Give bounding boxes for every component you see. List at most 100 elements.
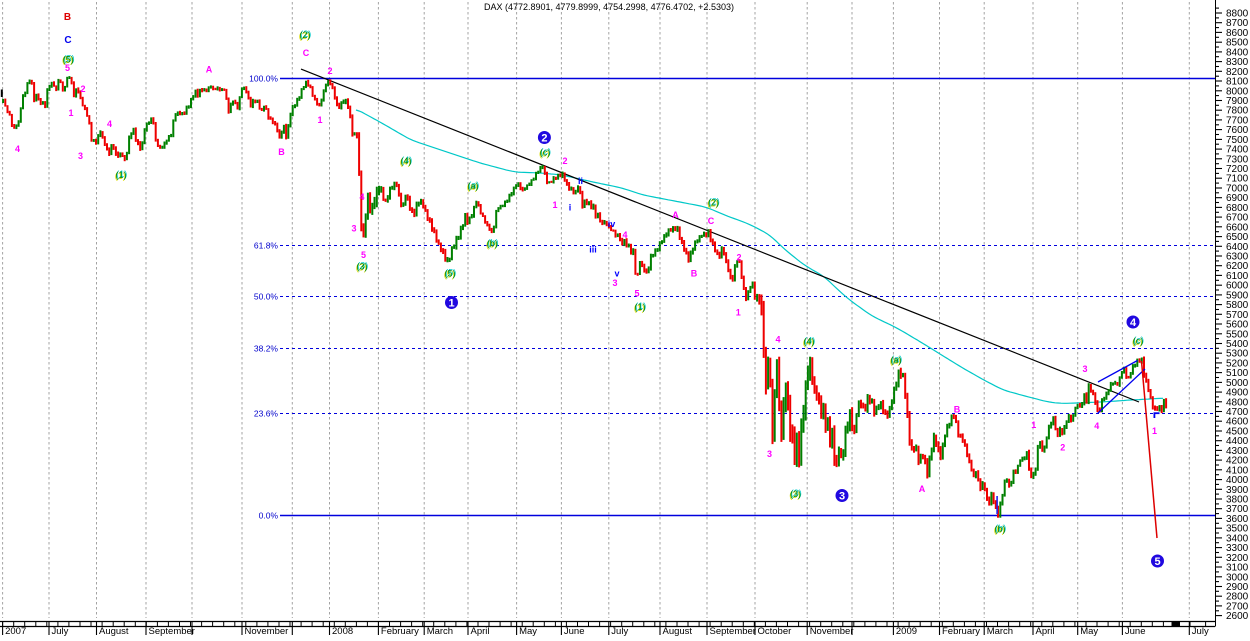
- svg-text:0.0%: 0.0%: [259, 511, 279, 521]
- svg-text:(3): (3): [357, 261, 368, 271]
- svg-text:5600: 5600: [1226, 320, 1249, 331]
- svg-text:November: November: [245, 626, 289, 636]
- svg-text:4: 4: [1130, 317, 1137, 329]
- svg-text:2008: 2008: [332, 626, 353, 636]
- svg-text:(1): (1): [635, 302, 646, 312]
- svg-text:5: 5: [1154, 556, 1160, 568]
- svg-text:8400: 8400: [1226, 47, 1249, 58]
- svg-text:4500: 4500: [1226, 427, 1249, 438]
- svg-text:(a): (a): [467, 182, 478, 192]
- svg-text:June: June: [1125, 626, 1146, 636]
- svg-text:(4): (4): [400, 157, 411, 167]
- svg-text:(1): (1): [635, 301, 646, 311]
- svg-text:3: 3: [351, 224, 356, 234]
- svg-text:7000: 7000: [1226, 184, 1249, 195]
- svg-text:(2): (2): [708, 198, 719, 208]
- svg-text:(c): (c): [1132, 337, 1143, 347]
- svg-text:8300: 8300: [1226, 57, 1249, 68]
- svg-text:(c): (c): [540, 148, 551, 158]
- svg-text:3200: 3200: [1226, 553, 1249, 564]
- svg-text:(4): (4): [401, 155, 412, 165]
- svg-text:A: A: [206, 65, 213, 75]
- svg-text:8500: 8500: [1226, 38, 1249, 49]
- svg-text:50.0%: 50.0%: [254, 292, 279, 302]
- svg-text:1: 1: [552, 200, 557, 210]
- svg-text:(b): (b): [487, 239, 498, 249]
- svg-text:5: 5: [634, 289, 639, 299]
- svg-text:8600: 8600: [1226, 28, 1249, 39]
- svg-text:4200: 4200: [1226, 456, 1249, 467]
- svg-text:(b): (b): [486, 239, 497, 249]
- svg-text:5: 5: [361, 250, 366, 260]
- svg-text:3: 3: [1082, 364, 1087, 374]
- svg-text:(5): (5): [444, 269, 455, 279]
- svg-text:(c): (c): [1133, 336, 1144, 346]
- svg-text:February: February: [942, 626, 980, 636]
- svg-text:(3): (3): [356, 262, 367, 272]
- svg-text:A: A: [919, 484, 926, 494]
- svg-text:4: 4: [107, 119, 112, 129]
- svg-text:4: 4: [622, 230, 627, 240]
- svg-text:5300: 5300: [1226, 349, 1249, 360]
- svg-text:1: 1: [68, 108, 73, 118]
- svg-text:2900: 2900: [1226, 582, 1249, 593]
- svg-text:5: 5: [65, 63, 70, 73]
- svg-text:(3): (3): [790, 489, 801, 499]
- svg-text:April: April: [1036, 626, 1055, 636]
- svg-text:8100: 8100: [1226, 77, 1249, 88]
- svg-text:(a): (a): [891, 354, 902, 364]
- svg-text:iv: iv: [608, 219, 616, 229]
- svg-text:6700: 6700: [1226, 213, 1249, 224]
- svg-text:October: October: [758, 626, 792, 636]
- svg-text:2007: 2007: [5, 626, 26, 636]
- svg-text:6500: 6500: [1226, 232, 1249, 243]
- svg-text:5000: 5000: [1226, 378, 1249, 389]
- svg-text:7300: 7300: [1226, 154, 1249, 165]
- svg-text:3900: 3900: [1226, 485, 1249, 496]
- svg-text:(2): (2): [299, 31, 310, 41]
- svg-text:6300: 6300: [1226, 252, 1249, 263]
- svg-text:B: B: [954, 405, 961, 415]
- svg-text:May: May: [1080, 626, 1098, 636]
- svg-text:(1): (1): [116, 169, 127, 179]
- svg-text:(a): (a): [468, 180, 479, 190]
- svg-text:February: February: [381, 626, 419, 636]
- svg-text:(1): (1): [116, 170, 127, 180]
- svg-text:(b): (b): [995, 523, 1006, 533]
- svg-text:4800: 4800: [1226, 397, 1249, 408]
- svg-text:1: 1: [736, 308, 741, 318]
- svg-text:3600: 3600: [1226, 514, 1249, 525]
- svg-text:5200: 5200: [1226, 358, 1249, 369]
- svg-text:5500: 5500: [1226, 329, 1249, 340]
- svg-text:(1): (1): [634, 303, 645, 313]
- svg-text:4100: 4100: [1226, 465, 1249, 476]
- svg-text:2: 2: [1060, 443, 1065, 453]
- svg-text:2009: 2009: [896, 626, 917, 636]
- svg-text:5400: 5400: [1226, 339, 1249, 350]
- svg-text:November: November: [810, 626, 854, 636]
- svg-text:8200: 8200: [1226, 67, 1249, 78]
- svg-text:3: 3: [839, 490, 845, 502]
- svg-text:DAX (4772.8901, 4779.8999, 475: DAX (4772.8901, 4779.8999, 4754.2998, 47…: [484, 2, 734, 12]
- svg-text:6400: 6400: [1226, 242, 1249, 253]
- svg-text:4900: 4900: [1226, 388, 1249, 399]
- svg-text:4: 4: [775, 335, 780, 345]
- svg-text:(5): (5): [64, 54, 75, 64]
- svg-text:100.0%: 100.0%: [249, 74, 278, 84]
- svg-text:4: 4: [1094, 421, 1099, 431]
- svg-text:April: April: [471, 626, 490, 636]
- svg-text:4300: 4300: [1226, 446, 1249, 457]
- svg-text:i: i: [569, 203, 572, 213]
- svg-text:September: September: [149, 626, 195, 636]
- svg-text:June: June: [564, 626, 585, 636]
- svg-text:C: C: [303, 48, 310, 58]
- svg-text:(a): (a): [890, 356, 901, 366]
- svg-text:8000: 8000: [1226, 86, 1249, 97]
- svg-text:(5): (5): [445, 269, 456, 279]
- svg-text:2: 2: [327, 66, 332, 76]
- svg-text:v: v: [614, 269, 619, 279]
- svg-text:(4): (4): [803, 337, 814, 347]
- svg-text:3: 3: [767, 449, 772, 459]
- svg-text:(b): (b): [488, 238, 499, 248]
- svg-text:July: July: [52, 626, 69, 636]
